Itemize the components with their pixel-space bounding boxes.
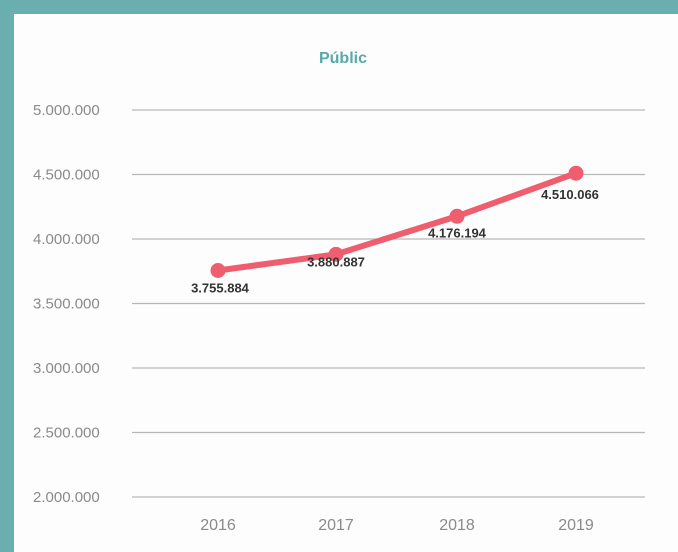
y-tick-label: 3.500.000 [33,296,100,313]
chart-card: Públic 2.000.000 2.500.000 3.000.000 3.500.… [14,14,678,552]
y-tick-label: 2.000.000 [33,489,100,506]
y-tick-label: 2.500.000 [33,425,100,442]
series-line [215,170,579,274]
data-label: 3.755.884 [191,280,250,295]
y-tick-label: 5.000.000 [33,102,100,119]
data-point [568,165,584,181]
data-point [449,208,465,224]
data-label: 4.510.066 [541,187,599,202]
y-tick-label: 4.000.000 [33,231,100,248]
x-tick-label: 2018 [439,517,475,534]
data-label: 4.176.194 [428,225,487,240]
data-point [328,246,344,262]
chart-title: Públic [319,50,367,67]
data-label: 3.880.887 [307,254,365,269]
y-tick-label: 4.500.000 [33,167,100,184]
x-tick-label: 2017 [318,517,354,534]
data-point [210,262,226,278]
x-tick-label: 2019 [558,517,594,534]
x-tick-label: 2016 [200,517,236,534]
y-tick-label: 3.000.000 [33,360,100,377]
